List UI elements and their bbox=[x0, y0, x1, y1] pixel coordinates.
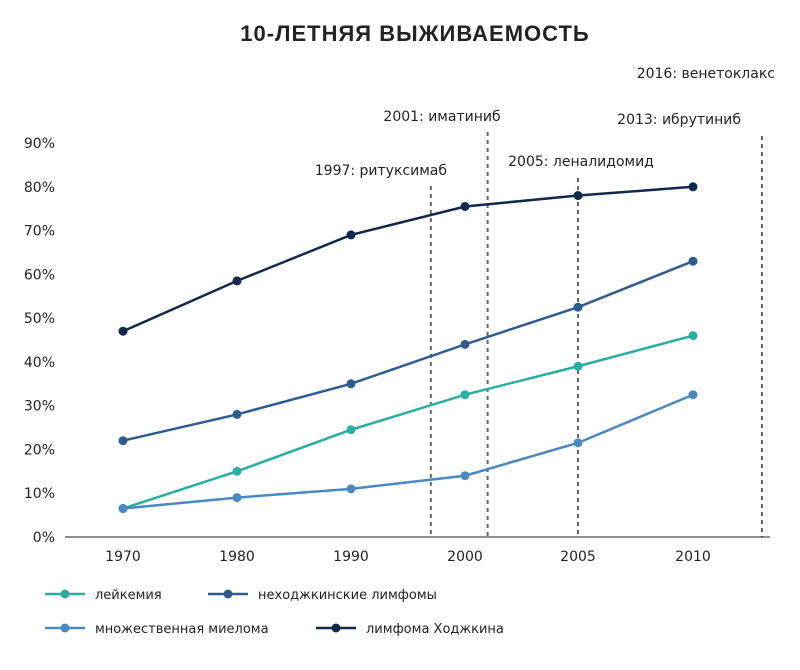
data-point bbox=[346, 484, 356, 494]
data-point bbox=[688, 256, 698, 266]
x-tick-label: 1980 bbox=[219, 549, 255, 565]
legend-item: лейкемия bbox=[45, 588, 162, 603]
x-tick-label: 1990 bbox=[333, 549, 369, 565]
x-tick-label: 1970 bbox=[105, 549, 141, 565]
legend-label: лимфома Ходжкина bbox=[366, 622, 504, 637]
y-tick-label: 10% bbox=[24, 486, 55, 502]
series-group bbox=[118, 390, 698, 514]
data-point bbox=[573, 361, 583, 371]
annotation-label: 1997: ритуксимаб bbox=[315, 163, 447, 179]
data-point bbox=[232, 466, 242, 476]
annotation-label: 2001: иматиниб bbox=[383, 109, 500, 125]
series-line bbox=[122, 393, 694, 510]
y-tick-label: 80% bbox=[24, 180, 55, 196]
annotation-label: 2016: венетоклакс bbox=[637, 66, 775, 82]
legend-swatch-marker bbox=[60, 623, 70, 633]
data-point bbox=[688, 331, 698, 341]
series-line bbox=[122, 260, 694, 442]
data-point bbox=[688, 390, 698, 400]
x-tick-label: 2010 bbox=[675, 549, 711, 565]
data-point bbox=[232, 276, 242, 286]
data-point bbox=[460, 339, 470, 349]
y-tick-label: 70% bbox=[24, 224, 55, 240]
y-tick-label: 40% bbox=[24, 355, 55, 371]
legend-item: неходжкинские лимфомы bbox=[208, 588, 437, 603]
data-point bbox=[460, 201, 470, 211]
data-point bbox=[346, 379, 356, 389]
series-lines bbox=[118, 182, 698, 514]
legend-swatch-marker bbox=[331, 623, 341, 633]
legend-swatch-marker bbox=[60, 589, 70, 599]
series-group bbox=[118, 256, 698, 446]
y-tick-label: 50% bbox=[24, 311, 55, 327]
annotation-label: 2005: леналидомид bbox=[508, 154, 654, 170]
legend-item: лимфома Ходжкина bbox=[316, 622, 504, 637]
y-tick-label: 30% bbox=[24, 399, 55, 415]
data-point bbox=[573, 191, 583, 201]
legend-label: множественная миелома bbox=[95, 622, 269, 637]
legend: лейкемия неходжкинские лимфомы множественн… bbox=[45, 588, 504, 637]
series-group bbox=[118, 182, 698, 336]
y-tick-label: 0% bbox=[33, 530, 55, 546]
data-point bbox=[573, 302, 583, 312]
data-point bbox=[118, 504, 128, 514]
legend-label: неходжкинские лимфомы bbox=[258, 588, 437, 603]
data-point bbox=[460, 390, 470, 400]
axes: 0% 10% 20% 30% 40% 50% 60% 70% 80% 90% 1970 1980 199… bbox=[24, 136, 770, 565]
y-tick-label: 20% bbox=[24, 442, 55, 458]
annotation-label: 2013: ибрутиниб bbox=[617, 112, 741, 128]
data-point bbox=[118, 436, 128, 446]
legend-item: множественная миелома bbox=[45, 622, 269, 637]
data-point bbox=[688, 182, 698, 192]
data-point bbox=[232, 409, 242, 419]
data-point bbox=[346, 230, 356, 240]
x-tick-label: 2000 bbox=[447, 549, 483, 565]
data-point bbox=[346, 425, 356, 435]
legend-swatch-marker bbox=[223, 589, 233, 599]
y-tick-label: 90% bbox=[24, 136, 55, 152]
legend-label: лейкемия bbox=[95, 588, 162, 603]
data-point bbox=[573, 438, 583, 448]
chart-title: 10-ЛЕТНЯЯ ВЫЖИВАЕМОСТЬ bbox=[240, 21, 589, 46]
data-point bbox=[460, 471, 470, 481]
x-tick-label: 2005 bbox=[560, 549, 596, 565]
y-tick-label: 60% bbox=[24, 267, 55, 283]
data-point bbox=[232, 493, 242, 503]
annotations: 1997: ритуксимаб 2001: иматиниб 2005: лена… bbox=[315, 66, 775, 537]
series-line bbox=[122, 185, 694, 333]
data-point bbox=[118, 326, 128, 336]
series-line bbox=[122, 334, 694, 510]
